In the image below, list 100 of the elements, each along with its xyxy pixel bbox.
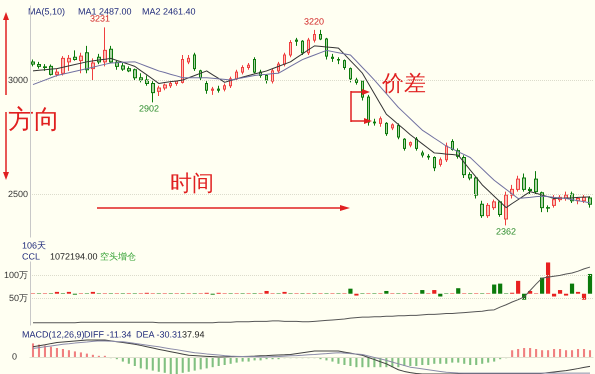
candlestick [409, 141, 412, 148]
candlestick [37, 61, 41, 70]
candlestick [163, 82, 167, 91]
candlestick [121, 62, 125, 72]
candlestick [61, 56, 65, 76]
candlestick [85, 45, 89, 74]
candlestick [145, 74, 149, 86]
candlestick [169, 80, 172, 89]
candlestick [157, 85, 161, 96]
bar [565, 350, 568, 357]
text: 1072194.00 [50, 252, 98, 262]
bar [152, 357, 154, 371]
candlestick [385, 122, 388, 136]
candlestick [349, 67, 352, 83]
bar [348, 288, 353, 294]
text: 空头增仓 [100, 252, 136, 262]
candlestick [468, 172, 472, 181]
bar [176, 357, 178, 374]
candlestick [133, 68, 137, 81]
bar [56, 348, 58, 357]
bar [535, 349, 538, 357]
bar [194, 357, 196, 371]
candlestick [67, 54, 71, 72]
candlestick [301, 40, 304, 56]
bar [146, 357, 148, 370]
candlestick [480, 200, 484, 218]
candlestick [319, 29, 322, 41]
bar [158, 357, 160, 372]
bar [456, 288, 460, 294]
annotation: 时间 [170, 170, 214, 196]
bar [170, 357, 172, 374]
bar [86, 354, 88, 357]
text: CCL [22, 252, 40, 262]
bar [553, 349, 556, 357]
candlestick [289, 40, 292, 58]
candlestick [265, 74, 268, 84]
candlestick [151, 80, 155, 103]
candlestick [187, 54, 190, 65]
candlestick [516, 175, 520, 192]
bar [582, 349, 586, 357]
bar [516, 280, 520, 294]
y-tick-label: 2500 [8, 188, 28, 199]
candlestick [391, 122, 394, 131]
text: 0 [12, 352, 18, 362]
candlestick [492, 199, 496, 210]
candlestick [504, 191, 508, 226]
text: MACD(12,26,9) [22, 330, 85, 340]
annotation: 价差 [381, 70, 426, 96]
bar [547, 350, 550, 357]
bar [182, 357, 184, 373]
candlestick [474, 176, 478, 199]
candlestick [546, 204, 550, 213]
candlestick [283, 52, 286, 67]
candlestick [193, 52, 196, 72]
candlestick [439, 156, 442, 168]
candlestick [367, 94, 370, 126]
candlestick [522, 172, 526, 192]
annotation: 3231 [90, 14, 110, 24]
candlestick [211, 86, 214, 96]
candlestick [343, 59, 346, 70]
candlestick [103, 26, 107, 67]
candlestick [355, 77, 358, 86]
candlestick [462, 154, 466, 178]
bar [74, 351, 76, 357]
candlestick [331, 53, 334, 62]
text: 37.94 [182, 330, 205, 340]
candlestick [552, 194, 556, 208]
bar [511, 350, 514, 357]
candlestick [486, 202, 490, 218]
text: DIFF -11.34 [84, 330, 132, 340]
bar [558, 290, 562, 294]
candlestick [31, 59, 35, 67]
candlestick [379, 116, 382, 128]
candlestick [534, 170, 538, 194]
bar [80, 352, 82, 357]
bar [432, 290, 436, 294]
candlestick [295, 37, 298, 46]
candlestick [421, 150, 424, 158]
candlestick [307, 37, 310, 56]
candlestick [397, 122, 400, 140]
bar [570, 284, 574, 294]
bar [188, 357, 190, 372]
candlestick [43, 64, 47, 72]
candlestick [109, 45, 113, 64]
y-tick-label: 3000 [8, 75, 28, 86]
bar [523, 348, 526, 357]
annotation: MA2 2461.40 [142, 6, 196, 16]
bar [588, 274, 592, 294]
bar [420, 290, 424, 294]
bar [517, 349, 520, 357]
candlestick [127, 66, 131, 73]
bar [576, 349, 580, 357]
bar [164, 357, 166, 373]
bar [559, 349, 562, 357]
candlestick [433, 156, 436, 172]
bar [529, 348, 532, 357]
candlestick [373, 118, 376, 126]
bar [68, 350, 70, 357]
candlestick [217, 85, 220, 94]
bar [62, 349, 64, 357]
